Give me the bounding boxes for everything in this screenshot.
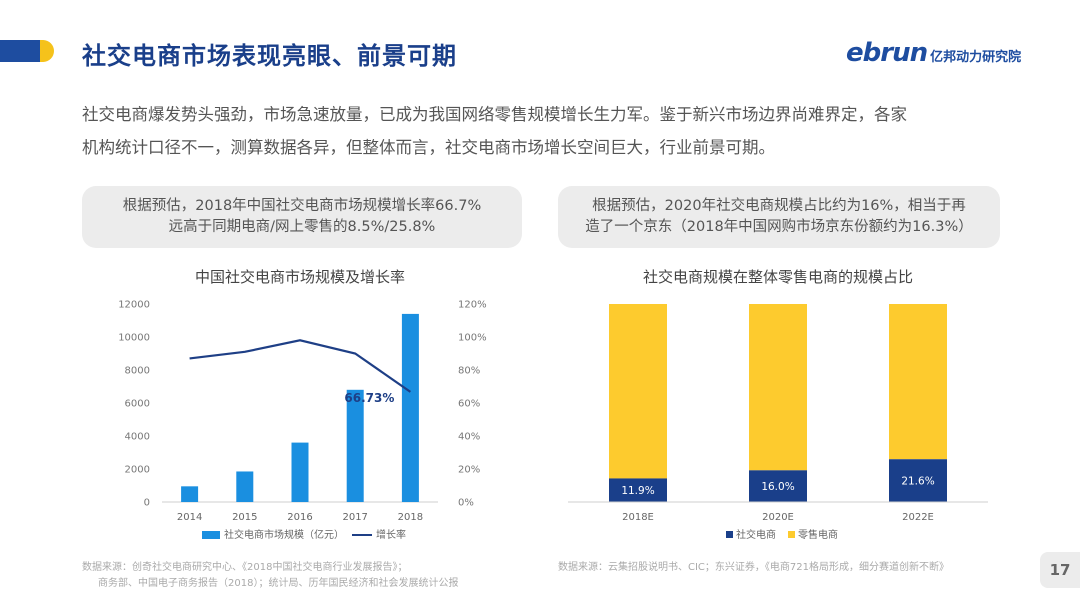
logo-word: ebrun: [846, 38, 928, 68]
source-left-line-1: 数据来源：创奇社交电商研究中心、《2018中国社交电商行业发展报告》；: [82, 562, 408, 573]
market-size-chart: 中国社交电商市场规模及增长率 0 2000 4000 6000 8000 10000 1200…: [118, 268, 487, 541]
share-chart: 社交电商规模在整体零售电商的规模占比 11.9% 2018E 16.0% 2020E 21…: [568, 268, 988, 541]
chart2-legend-social-swatch: [726, 531, 733, 538]
chart1-right-tick: 40%: [458, 432, 480, 443]
page-title: 社交电商市场表现亮眼、前景可期: [82, 42, 457, 70]
chart2-legend-retail-label: 零售电商: [798, 528, 838, 541]
chart2-x-tick: 2022E: [902, 512, 934, 523]
chart2-x-tick: 2018E: [622, 512, 654, 523]
chart1-bar: [346, 389, 364, 502]
chart2-retail-bar: [609, 304, 667, 479]
chart2-legend-social-label: 社交电商: [736, 528, 776, 541]
chart2-retail-bar: [889, 304, 947, 460]
chart1-legend-line-label: 增长率: [376, 528, 406, 541]
chart1-x-tick: 2018: [398, 512, 423, 523]
ebrun-logo: ebrun 亿邦动力研究院: [846, 38, 1021, 68]
chart1-left-tick: 8000: [125, 366, 150, 377]
page-number: 17: [1040, 552, 1080, 588]
chart1-x-tick: 2017: [342, 512, 367, 523]
chart1-right-tick: 20%: [458, 465, 480, 476]
chart1-bar: [236, 471, 254, 502]
chart2-social-bar: [889, 459, 947, 502]
chart1-left-tick: 10000: [118, 333, 150, 344]
chart2-title: 社交电商规模在整体零售电商的规模占比: [643, 268, 913, 286]
note-right-line-2: 造了一个京东（2018年中国网购市场京东份额约为16.3%）: [585, 219, 973, 235]
note-box-left: 根据预估，2018年中国社交电商市场规模增长率66.7% 远高于同期电商/网上零…: [82, 186, 522, 248]
chart1-left-tick: 0: [144, 498, 150, 509]
chart1-left-tick: 6000: [125, 399, 150, 410]
chart2-social-bar: [609, 478, 667, 502]
chart1-annotation: 66.73%: [344, 391, 394, 405]
source-left-line-2: 商务部、中国电子商务报告（2018）；统计局、历年国民经济和社会发展统计公报: [98, 578, 459, 589]
chart1-right-tick: 120%: [458, 300, 487, 311]
chart1-right-tick: 100%: [458, 333, 487, 344]
chart1-legend-bar-label: 社交电商市场规模（亿元）: [224, 528, 344, 541]
chart1-right-tick: 0%: [458, 498, 474, 509]
chart2-legend-retail-swatch: [788, 531, 795, 538]
chart1-left-tick: 12000: [118, 300, 150, 311]
title-accent-bar: [0, 40, 52, 62]
chart1-right-tick: 80%: [458, 366, 480, 377]
chart1-x-tick: 2014: [177, 512, 202, 523]
note-left-line-1: 根据预估，2018年中国社交电商市场规模增长率66.7%: [122, 198, 482, 214]
intro-line-1: 社交电商爆发势头强劲，市场急速放量，已成为我国网络零售规模增长生力军。鉴于新兴市…: [82, 105, 907, 124]
chart2-social-bar: [749, 470, 807, 502]
chart2-data-label: 21.6%: [901, 476, 934, 488]
note-right-line-1: 根据预估，2020年社交电商规模占比约为16%，相当于再: [592, 198, 966, 214]
chart1-bar: [181, 486, 199, 502]
chart1-title: 中国社交电商市场规模及增长率: [195, 268, 405, 286]
chart2-retail-bar: [749, 304, 807, 471]
source-left: 数据来源：创奇社交电商研究中心、《2018中国社交电商行业发展报告》； 商务部、…: [82, 560, 458, 592]
chart1-growth-line: [189, 339, 412, 393]
chart1-left-tick: 2000: [125, 465, 150, 476]
chart1-x-tick: 2016: [287, 512, 312, 523]
intro-line-2: 机构统计口径不一，测算数据各异，但整体而言，社交电商市场增长空间巨大，行业前景可…: [82, 138, 775, 157]
chart2-data-label: 11.9%: [621, 485, 654, 497]
chart1-x-tick: 2015: [232, 512, 257, 523]
intro-paragraph: 社交电商爆发势头强劲，市场急速放量，已成为我国网络零售规模增长生力军。鉴于新兴市…: [82, 98, 1002, 164]
chart1-bar: [401, 313, 419, 502]
title-accent-dot: [40, 40, 54, 62]
source-right: 数据来源：云集招股说明书、CIC；东兴证券，《电商721格局形成，细分赛道创新不…: [558, 562, 950, 573]
note-left-line-2: 远高于同期电商/网上零售的8.5%/25.8%: [168, 219, 436, 235]
note-box-right: 根据预估，2020年社交电商规模占比约为16%，相当于再 造了一个京东（2018…: [558, 186, 1000, 248]
chart1-right-tick: 60%: [458, 399, 480, 410]
chart1-legend-bar-swatch: [202, 531, 220, 539]
chart1-left-tick: 4000: [125, 432, 150, 443]
chart2-x-tick: 2020E: [762, 512, 794, 523]
chart1-bar: [291, 442, 309, 502]
logo-subtitle: 亿邦动力研究院: [930, 50, 1022, 65]
chart2-data-label: 16.0%: [761, 481, 794, 493]
